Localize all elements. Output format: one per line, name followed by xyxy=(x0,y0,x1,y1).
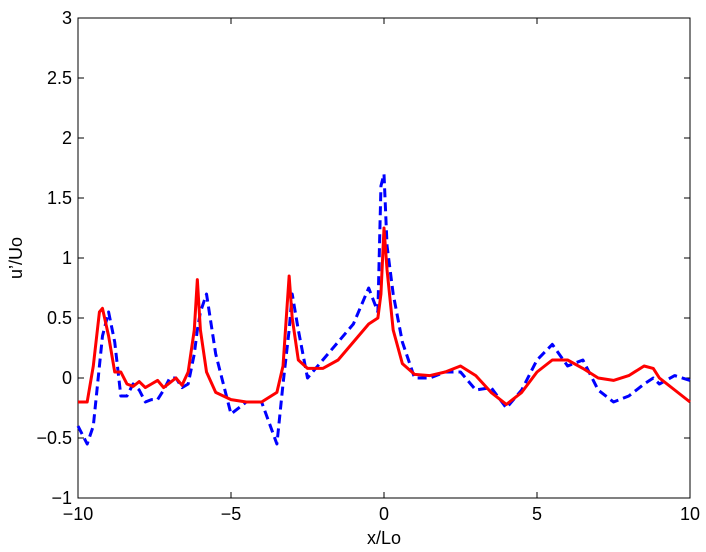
x-tick-label: 0 xyxy=(379,504,389,524)
y-tick-label: 0 xyxy=(62,368,72,388)
y-tick-label: −1 xyxy=(51,488,72,508)
series-line xyxy=(76,172,691,446)
y-tick-label: 1 xyxy=(62,248,72,268)
y-tick-label: 2.5 xyxy=(47,68,72,88)
y-tick-label: 3 xyxy=(62,8,72,28)
y-tick-label: −0.5 xyxy=(36,428,72,448)
y-tick-label: 1.5 xyxy=(47,188,72,208)
x-tick-label: 10 xyxy=(680,504,700,524)
y-axis-label: u’/Uo xyxy=(6,237,26,279)
x-axis-label: x/Lo xyxy=(367,528,401,548)
x-tick-label: 5 xyxy=(532,504,542,524)
x-tick-label: −10 xyxy=(63,504,94,524)
x-tick-label: −5 xyxy=(221,504,242,524)
y-tick-label: 0.5 xyxy=(47,308,72,328)
series-line xyxy=(78,226,691,406)
y-tick-label: 2 xyxy=(62,128,72,148)
